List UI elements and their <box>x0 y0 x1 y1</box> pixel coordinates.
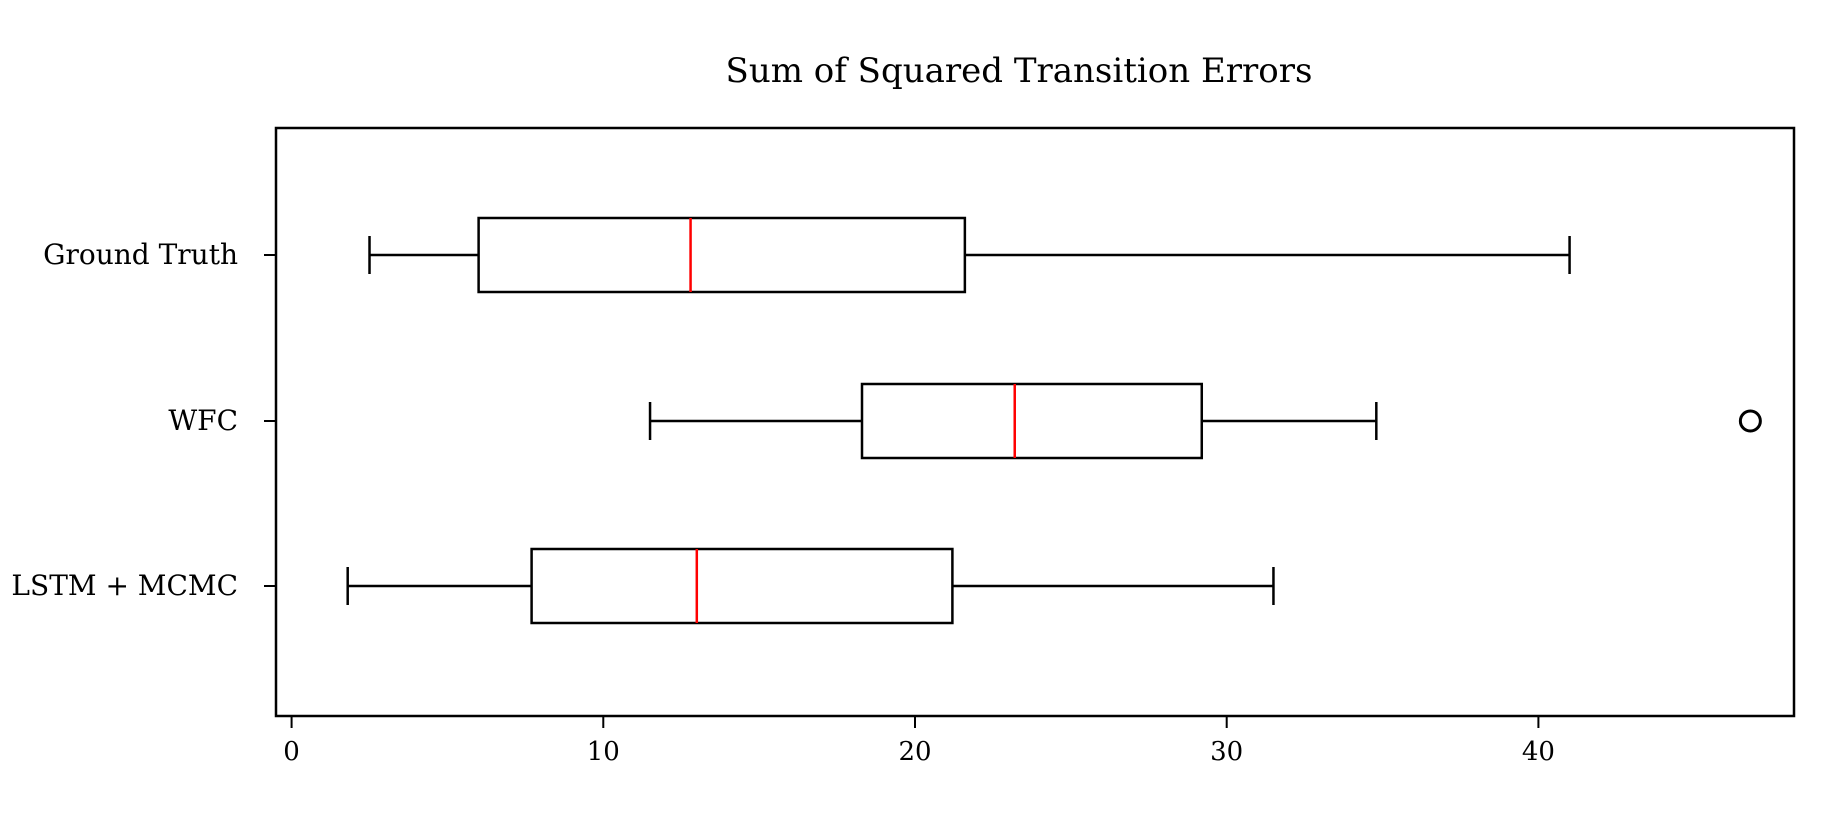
chart-title: Sum of Squared Transition Errors <box>726 51 1313 91</box>
x-tick-label: 0 <box>283 737 300 767</box>
y-category-label: LSTM + MCMC <box>11 569 238 602</box>
iqr-box <box>530 547 954 625</box>
box-group <box>368 216 1571 294</box>
box-series <box>346 216 1762 625</box>
x-tick-label: 30 <box>1210 737 1243 767</box>
y-category-label: Ground Truth <box>43 238 238 271</box>
x-tick-label: 10 <box>587 737 620 767</box>
y-category-label: WFC <box>168 404 238 437</box>
x-axis: 0 10 20 30 40 <box>283 716 1555 767</box>
box-group <box>346 547 1275 625</box>
x-tick-label: 20 <box>898 737 931 767</box>
iqr-box <box>860 382 1204 460</box>
y-axis: Ground Truth WFC LSTM + MCMC <box>11 238 276 602</box>
outlier-point <box>1738 409 1762 433</box>
x-tick-label: 40 <box>1522 737 1555 767</box>
box-group <box>648 382 1762 460</box>
iqr-box <box>477 216 967 294</box>
